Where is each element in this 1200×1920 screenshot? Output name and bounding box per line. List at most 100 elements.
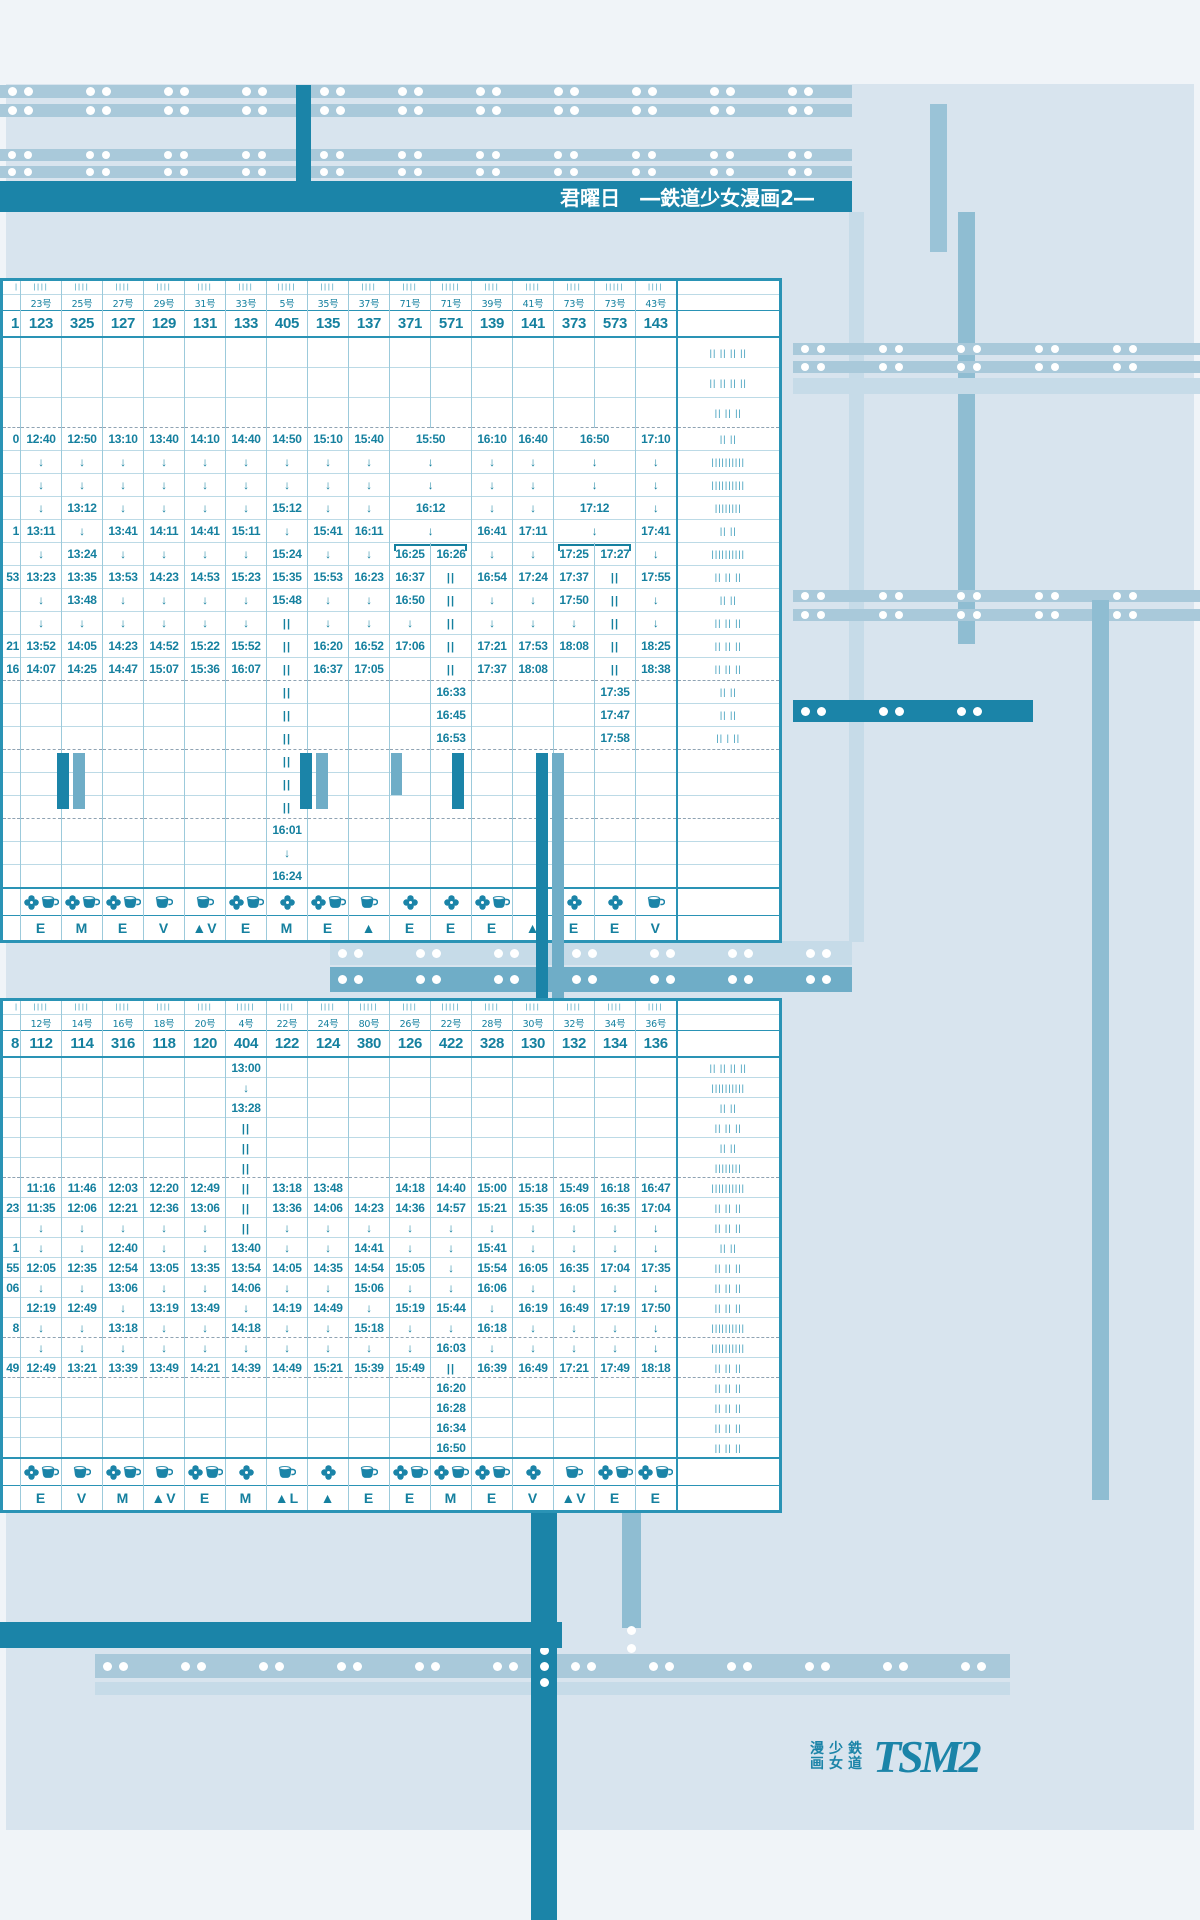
station-dot bbox=[492, 106, 501, 115]
down-arrow-icon: ↓ bbox=[120, 1300, 126, 1315]
train-class-cell: ▲ bbox=[307, 1485, 349, 1512]
time-cell bbox=[20, 703, 62, 727]
down-arrow-icon: ↓ bbox=[79, 1240, 85, 1255]
time-cell: ↓ bbox=[61, 1337, 103, 1358]
train-ticks-row: ||||||||||||||||||||||||||||||||||||||||… bbox=[1, 279, 781, 295]
pass-section-icon: || bbox=[241, 1222, 251, 1235]
time-cell: ↓ bbox=[430, 1257, 472, 1278]
clover-icon bbox=[433, 1464, 449, 1480]
station-dot bbox=[414, 106, 423, 115]
time-cell bbox=[102, 1117, 144, 1138]
time-cell bbox=[102, 1397, 144, 1418]
time-cell: ↓ bbox=[471, 588, 513, 612]
table-row: 8 ↓ ↓ 13:18 ↓ ↓ 14:18 ↓ ↓ 15:18 ↓ ↓ 16:18 ↓ ↓ ↓ ↓ |||||||… bbox=[1, 1317, 781, 1338]
train-ticks: |||| bbox=[61, 279, 103, 295]
time-cell bbox=[61, 703, 103, 727]
time-cell bbox=[225, 1377, 267, 1398]
time-cell bbox=[102, 1437, 144, 1458]
time-cell bbox=[143, 336, 185, 368]
time-cell bbox=[143, 818, 185, 842]
time-cell bbox=[184, 680, 226, 704]
table-body: || || || || || || || || || || || 0 12:40 12:5… bbox=[1, 336, 781, 942]
time-cell: 16:26 bbox=[430, 542, 472, 566]
station-dot bbox=[197, 1661, 206, 1671]
time-cell bbox=[266, 367, 308, 398]
train-number: 112 bbox=[20, 1030, 62, 1058]
pass-section-icon: || bbox=[610, 595, 620, 607]
notes-header-cell bbox=[675, 279, 781, 295]
train-number-row: 1 123 325 127 129 131 133 405 135 137 371 571 139 141… bbox=[1, 310, 781, 338]
time-cell bbox=[184, 1137, 226, 1158]
down-arrow-icon: ↓ bbox=[489, 1340, 495, 1355]
time-cell bbox=[307, 1397, 349, 1418]
train-ticks: |||| bbox=[635, 279, 677, 295]
time-cell: ↓ bbox=[389, 1337, 431, 1358]
table-row: || 16:53 17:58 || | || bbox=[1, 726, 781, 750]
down-arrow-icon: ↓ bbox=[448, 1240, 454, 1255]
station-ticks-cell: || || bbox=[675, 703, 781, 727]
time-cell bbox=[471, 818, 513, 842]
time-cell bbox=[20, 772, 62, 796]
table-row: ↓ ↓ ↓ ↓ ↓ ↓ ↓ ↓ ↓ ↓ 16:03 ↓ ↓ ↓ ↓ ↓ |||||||||| bbox=[1, 1337, 781, 1358]
time-cell bbox=[430, 841, 472, 865]
station-dot bbox=[164, 151, 172, 159]
down-arrow-icon: ↓ bbox=[202, 1280, 208, 1295]
train-ticks: |||| bbox=[635, 999, 677, 1015]
pass-section-icon: || bbox=[446, 572, 456, 584]
station-dot bbox=[414, 168, 422, 176]
service-icon-cell bbox=[430, 887, 472, 916]
time-cell: ↓ bbox=[635, 588, 677, 612]
time-cell: ↓ bbox=[143, 1217, 185, 1238]
time-cell bbox=[348, 703, 390, 727]
down-arrow-icon: ↓ bbox=[243, 478, 249, 492]
station-dot bbox=[86, 151, 94, 159]
time-cell: ↓ bbox=[184, 1317, 226, 1338]
rail-band bbox=[793, 361, 1200, 373]
time-cell: 16:01 bbox=[266, 818, 308, 842]
table-row: 55 12:05 12:35 12:54 13:05 13:35 13:54 14:05 14:… bbox=[1, 1257, 781, 1278]
time-cell bbox=[61, 841, 103, 865]
time-cell bbox=[225, 772, 267, 796]
train-number: 316 bbox=[102, 1030, 144, 1058]
time-cell: 16:12 bbox=[389, 496, 472, 520]
down-arrow-icon: ↓ bbox=[79, 1280, 85, 1295]
time-cell bbox=[184, 1077, 226, 1098]
station-ticks-cell: || || || || bbox=[675, 1056, 781, 1078]
time-cell bbox=[102, 795, 144, 819]
train-name: 23号 bbox=[20, 294, 62, 311]
time-cell bbox=[225, 795, 267, 819]
time-cell bbox=[635, 1097, 677, 1118]
time-cell: 11:16 bbox=[20, 1177, 62, 1198]
station-dot bbox=[338, 975, 347, 984]
table-row: 11:16 11:46 12:03 12:20 12:49 || 13:18 13:48 14:… bbox=[1, 1177, 781, 1198]
time-cell: 14:57 bbox=[430, 1197, 472, 1218]
cup-icon bbox=[492, 1465, 510, 1478]
time-cell bbox=[102, 367, 144, 398]
time-cell: 13:05 bbox=[143, 1257, 185, 1278]
train-class-cell: E bbox=[307, 915, 349, 942]
down-arrow-icon: ↓ bbox=[120, 593, 126, 607]
time-cell: ↓ bbox=[348, 1337, 390, 1358]
table-row: 16:01 bbox=[1, 818, 781, 842]
train-name: 71号 bbox=[430, 294, 472, 311]
station-dot bbox=[258, 151, 266, 159]
station-dot bbox=[727, 1661, 736, 1671]
rail-band bbox=[391, 753, 402, 795]
service-icons-row bbox=[1, 1457, 781, 1486]
train-ticks: |||| bbox=[184, 999, 226, 1015]
time-cell bbox=[348, 772, 390, 796]
time-cell bbox=[594, 795, 636, 819]
cut-cell: 16 bbox=[1, 657, 21, 681]
station-dot bbox=[666, 975, 675, 984]
station-dot bbox=[242, 106, 251, 115]
station-ticks-cell bbox=[675, 887, 781, 916]
time-cell: ↓ bbox=[20, 588, 62, 612]
train-ticks: |||| bbox=[512, 999, 554, 1015]
time-cell bbox=[512, 1377, 554, 1398]
time-cell bbox=[635, 1437, 677, 1458]
service-icon-cell bbox=[307, 887, 349, 916]
pass-section-icon: || bbox=[446, 641, 456, 653]
down-arrow-icon: ↓ bbox=[530, 1280, 536, 1295]
time-cell bbox=[553, 657, 595, 681]
train-class-cell: M bbox=[61, 915, 103, 942]
